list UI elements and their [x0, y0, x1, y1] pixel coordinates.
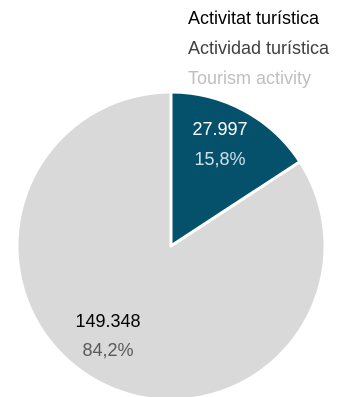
pie-slices [15, 90, 327, 397]
slice-tourism-percent-label: 15,8% [194, 149, 246, 169]
legend-title-english: Tourism activity [188, 68, 312, 88]
pie-slice-other [15, 90, 327, 397]
legend-title-catalan: Activitat turística [188, 8, 320, 28]
slice-other-value-label: 149.348 [75, 311, 141, 331]
slice-other-percent-label: 84,2% [82, 340, 134, 360]
legend-title-spanish: Actividad turística [188, 38, 330, 58]
slice-tourism-value-label: 27.997 [192, 119, 248, 139]
pie-slice-tourism [169, 90, 302, 248]
